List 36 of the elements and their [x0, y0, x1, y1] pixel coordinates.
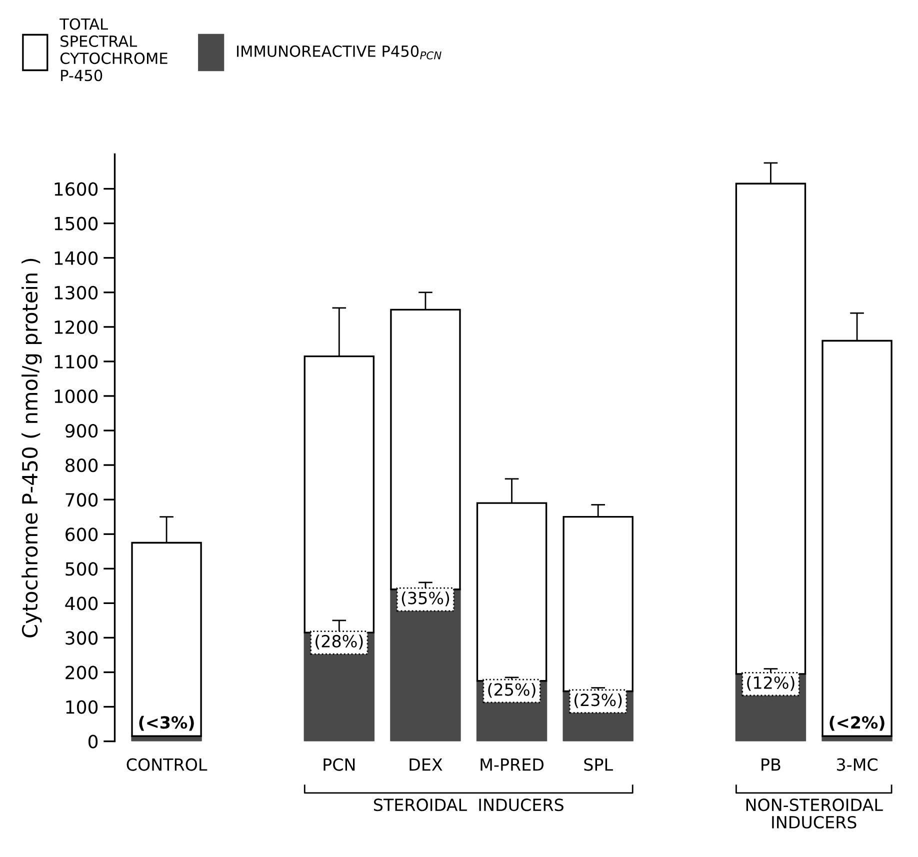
x-tick-label: PCN	[324, 758, 355, 771]
x-tick-label: 3-MC	[836, 758, 878, 771]
y-tick-label: 1300	[54, 286, 98, 300]
y-tick-label: 1500	[54, 216, 98, 230]
annotation: (<2%)	[830, 716, 884, 731]
y-axis-title: Cytochrome P-450 ( nmol/g protein )	[22, 258, 42, 638]
y-tick-label: 800	[66, 458, 98, 472]
annotation: (23%)	[574, 693, 622, 708]
y-tick-label: 500	[66, 562, 98, 576]
y-tick-label: 100	[66, 700, 98, 714]
annotation: (25%)	[488, 682, 536, 698]
text: STEROIDAL INDUCERS	[374, 798, 564, 812]
x-tick-label: SPL	[584, 758, 613, 771]
x-tick-label: M-PRED	[480, 758, 544, 771]
annotation: (28%)	[316, 634, 363, 650]
annotation: (12%)	[747, 676, 794, 691]
annotation: (35%)	[402, 591, 450, 606]
y-tick-label: 1400	[54, 251, 98, 265]
y-tick-label: 300	[66, 631, 98, 645]
x-tick-label: PB	[762, 758, 780, 771]
y-tick-label: 1000	[54, 389, 98, 404]
y-tick-label: 200	[66, 666, 98, 680]
x-tick-label: DEX	[410, 758, 442, 771]
y-tick-label: 700	[66, 493, 98, 507]
y-tick-label: 1100	[54, 354, 98, 369]
text: NON-STEROIDAL INDUCERS	[746, 798, 883, 829]
y-tick-label: 600	[66, 528, 98, 542]
x-tick-label: CONTROL	[126, 758, 208, 771]
y-tick-label: 1600	[54, 182, 98, 196]
legend-label: IMMUNOREACTIVE P450$_{PCN}$	[237, 45, 442, 60]
y-tick-label: 0	[88, 734, 98, 748]
legend-label: TOTAL SPECTRAL CYTOCHROME P-450	[60, 18, 168, 82]
y-tick-label: 400	[65, 596, 98, 610]
annotation: (<3%)	[139, 716, 194, 731]
y-tick-label: 1200	[54, 320, 98, 334]
y-tick-label: 900	[65, 424, 98, 438]
